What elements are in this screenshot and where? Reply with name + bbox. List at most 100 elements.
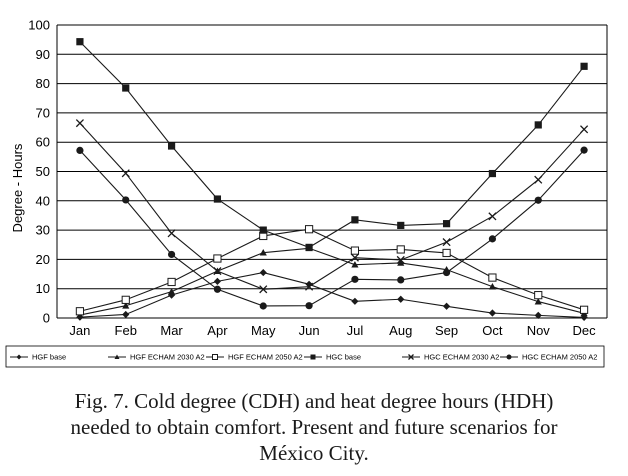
y-tick-label: 20 bbox=[36, 252, 50, 267]
legend: HGF base HGF ECHAM 2030 A2 HGF ECHAM 2050 … bbox=[5, 345, 605, 368]
x-tick-label: Dec bbox=[573, 323, 597, 338]
data-point bbox=[351, 216, 359, 224]
legend-item: HGF base bbox=[10, 353, 66, 362]
data-point bbox=[442, 302, 451, 310]
x-tick-label: Mar bbox=[160, 323, 183, 338]
data-point bbox=[442, 268, 451, 277]
data-point bbox=[580, 62, 588, 70]
y-tick-label: 80 bbox=[36, 76, 50, 91]
series-hgc-echam-2030-a2 bbox=[75, 119, 589, 294]
x-tick-label: Sep bbox=[435, 323, 458, 338]
y-tick-label: 40 bbox=[36, 193, 50, 208]
legend-label: HGC ECHAM 2030 A2 bbox=[424, 353, 499, 362]
legend-item: HGF ECHAM 2050 A2 bbox=[206, 353, 303, 362]
data-point bbox=[213, 277, 222, 285]
data-point bbox=[488, 169, 497, 178]
legend-marker bbox=[114, 354, 120, 359]
legend-item: HGC ECHAM 2030 A2 bbox=[402, 353, 499, 362]
y-tick-label: 10 bbox=[36, 281, 50, 296]
series-line bbox=[79, 122, 585, 290]
x-tick-label: Aug bbox=[389, 323, 412, 338]
data-point bbox=[305, 243, 313, 251]
data-point bbox=[167, 250, 176, 259]
legend-marker bbox=[506, 354, 512, 360]
y-tick-label: 100 bbox=[28, 18, 50, 33]
data-point bbox=[579, 305, 589, 314]
data-point bbox=[75, 307, 85, 316]
series-line bbox=[79, 41, 585, 248]
y-axis-label: Degree - Hours bbox=[10, 143, 25, 232]
caption-line-1: Fig. 7. Cold degree (CDH) and heat degre… bbox=[74, 389, 554, 413]
legend-label: HGF base bbox=[32, 353, 66, 362]
data-point bbox=[580, 125, 589, 134]
series-line bbox=[79, 228, 585, 312]
legend-marker bbox=[212, 354, 218, 360]
series-line bbox=[79, 272, 585, 318]
data-point bbox=[488, 309, 497, 317]
data-point bbox=[396, 255, 405, 265]
x-tick-label: Nov bbox=[527, 323, 551, 338]
gridlines bbox=[56, 24, 608, 319]
legend-label: HGC ECHAM 2050 A2 bbox=[522, 353, 597, 362]
x-tick-label: Oct bbox=[482, 323, 503, 338]
data-point bbox=[76, 146, 84, 155]
data-point bbox=[259, 249, 267, 256]
data-point bbox=[122, 84, 130, 92]
data-point bbox=[580, 146, 588, 154]
data-point bbox=[351, 261, 359, 268]
x-tick-label: Apr bbox=[207, 323, 228, 338]
data-point bbox=[534, 196, 542, 204]
caption-line-3: México City. bbox=[259, 441, 369, 465]
x-tick-label: Jul bbox=[347, 323, 364, 338]
series-line bbox=[79, 149, 585, 307]
data-point bbox=[76, 38, 84, 46]
data-point bbox=[167, 277, 176, 287]
x-tick-label: May bbox=[251, 323, 276, 338]
y-tick-label: 90 bbox=[36, 47, 50, 62]
data-point bbox=[397, 295, 405, 303]
data-point bbox=[488, 235, 497, 243]
data-point bbox=[350, 253, 359, 262]
data-point bbox=[397, 259, 405, 266]
data-point bbox=[259, 285, 268, 294]
data-point bbox=[396, 245, 405, 254]
data-point bbox=[351, 297, 359, 305]
legend-item: HGC ECHAM 2050 A2 bbox=[500, 353, 597, 362]
legend-items: HGF base HGF ECHAM 2030 A2 HGF ECHAM 2050 … bbox=[10, 353, 597, 362]
legend-label: HGF ECHAM 2050 A2 bbox=[228, 353, 303, 362]
data-point bbox=[305, 302, 313, 310]
data-point bbox=[442, 248, 451, 258]
x-tick-label: Jun bbox=[299, 323, 320, 338]
series-line bbox=[79, 247, 585, 316]
data-point bbox=[213, 285, 222, 293]
data-point bbox=[167, 288, 176, 295]
x-tick-label: Jan bbox=[69, 323, 90, 338]
data-point bbox=[534, 175, 543, 184]
data-point bbox=[442, 220, 451, 228]
data-point bbox=[534, 121, 542, 129]
data-point bbox=[259, 226, 267, 234]
data-point bbox=[534, 297, 542, 305]
data-point bbox=[167, 142, 176, 150]
data-point bbox=[351, 275, 359, 283]
line-chart: 0 10 20 30 40 50 60 70 80 90 100 Jan Feb Mar Apr May Ju… bbox=[5, 18, 608, 368]
y-axis-ticks: 0 10 20 30 40 50 60 70 80 90 100 bbox=[28, 18, 50, 326]
legend-label: HGF ECHAM 2030 A2 bbox=[130, 353, 205, 362]
data-point bbox=[259, 268, 267, 277]
data-point bbox=[121, 295, 130, 304]
y-tick-label: 70 bbox=[36, 105, 50, 120]
series-hgf-echam-2030-a2 bbox=[76, 244, 588, 318]
data-point bbox=[213, 195, 222, 203]
y-tick-label: 30 bbox=[36, 223, 50, 238]
series-hgf-base bbox=[76, 268, 588, 322]
data-point bbox=[122, 196, 130, 204]
data-point bbox=[305, 282, 314, 291]
legend-marker bbox=[310, 354, 316, 360]
series-hgc-base bbox=[76, 38, 588, 251]
data-point bbox=[534, 291, 543, 300]
y-tick-label: 0 bbox=[43, 311, 50, 326]
data-point bbox=[122, 302, 130, 309]
data-point bbox=[304, 225, 314, 234]
x-tick-label: Feb bbox=[115, 323, 137, 338]
data-point bbox=[534, 311, 542, 319]
